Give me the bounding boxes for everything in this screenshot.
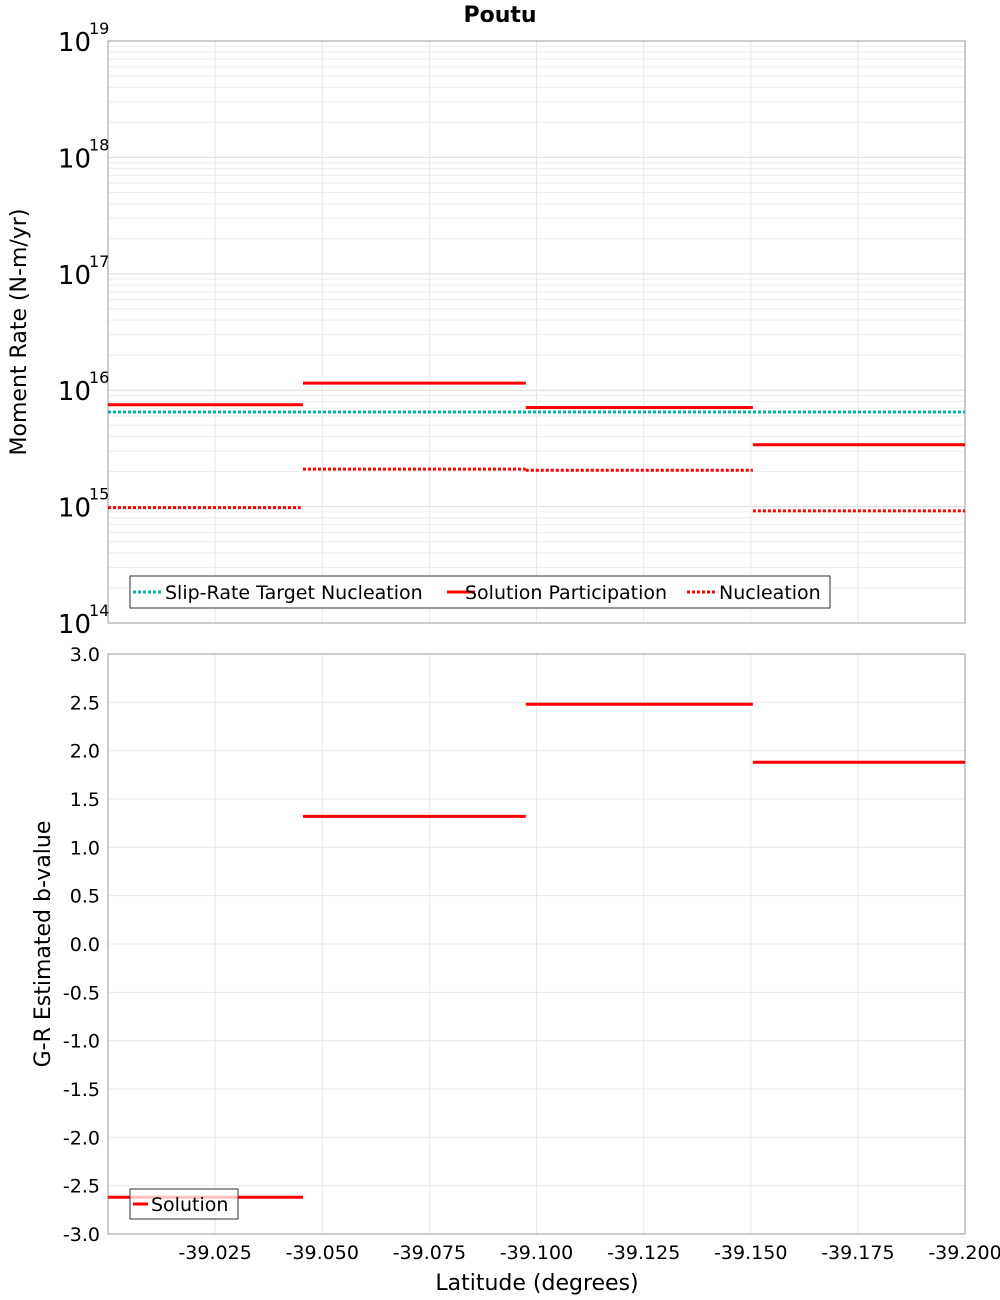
y-tick-label: -1.0 [63, 1031, 100, 1053]
y-tick-label-base: 10 [58, 28, 91, 58]
legend-label: Solution [151, 1194, 228, 1216]
b-value-legend: Solution [129, 1188, 239, 1220]
y-tick-label-base: 10 [58, 144, 91, 174]
y-tick-label-base: 10 [58, 494, 91, 524]
y-tick-label-exponent: 15 [89, 485, 109, 504]
x-tick-label: -39.175 [821, 1242, 894, 1264]
b-value-plot-frame [107, 653, 966, 1235]
x-tick-label: -39.125 [607, 1242, 680, 1264]
y-tick-label-exponent: 14 [89, 601, 109, 620]
b-value-panel: -3.0 -2.5 -2.0 -1.5 -1.0 -0.5 0.0 0.5 1.0 1.5 2.0 2… [31, 644, 1000, 1296]
y-tick-label-base: 10 [58, 261, 91, 291]
moment-rate-legend: Slip-Rate Target Nucleation Solution Part… [129, 575, 831, 609]
x-tick-label: -39.075 [393, 1242, 466, 1264]
chart-title: Poutu [463, 3, 536, 28]
y-tick-label: 1.5 [70, 789, 100, 811]
y-tick-label-exponent: 19 [89, 19, 109, 38]
b-value-y-ticks: -3.0 -2.5 -2.0 -1.5 -1.0 -0.5 0.0 0.5 1.0 1.5 2.0 2… [63, 644, 100, 1246]
y-tick-label: -3.0 [63, 1224, 100, 1246]
x-tick-label: -39.100 [500, 1242, 573, 1264]
y-tick-label: 2.5 [70, 692, 100, 714]
legend-label: Nucleation [719, 582, 821, 604]
b-value-grid [108, 653, 966, 1235]
moment-rate-y-axis-label: Moment Rate (N-m/yr) [7, 209, 32, 456]
b-value-y-axis-label: G-R Estimated b-value [31, 821, 56, 1068]
x-tick-label: -39.025 [178, 1242, 251, 1264]
x-tick-label: -39.150 [714, 1242, 787, 1264]
x-tick-label: -39.200 [928, 1242, 1000, 1264]
y-tick-label: -1.5 [63, 1079, 100, 1101]
legend-label: Slip-Rate Target Nucleation [165, 582, 423, 604]
y-tick-label-exponent: 18 [89, 135, 109, 154]
x-tick-label: -39.050 [286, 1242, 359, 1264]
y-tick-label-base: 10 [58, 610, 91, 640]
y-tick-label: -2.0 [63, 1127, 100, 1149]
y-tick-label-exponent: 17 [89, 252, 109, 271]
y-tick-label: 1.0 [70, 837, 100, 859]
latitude-x-axis-label: Latitude (degrees) [435, 1271, 638, 1296]
moment-rate-grid [108, 40, 966, 624]
y-tick-label: 2.0 [70, 741, 100, 763]
legend-label: Solution Participation [465, 582, 667, 604]
y-tick-label: 0.5 [70, 886, 100, 908]
y-tick-label: 0.0 [70, 934, 100, 956]
y-tick-label: 3.0 [70, 644, 100, 666]
y-tick-label-exponent: 16 [89, 368, 109, 387]
latitude-x-ticks: -39.025 -39.050 -39.075 -39.100 -39.125 -39.1… [178, 1242, 1000, 1264]
y-tick-label: -2.5 [63, 1176, 100, 1198]
moment-rate-series [108, 381, 965, 513]
moment-rate-plot-frame [107, 40, 966, 624]
y-tick-label-base: 10 [58, 377, 91, 407]
y-tick-label: -0.5 [63, 982, 100, 1004]
